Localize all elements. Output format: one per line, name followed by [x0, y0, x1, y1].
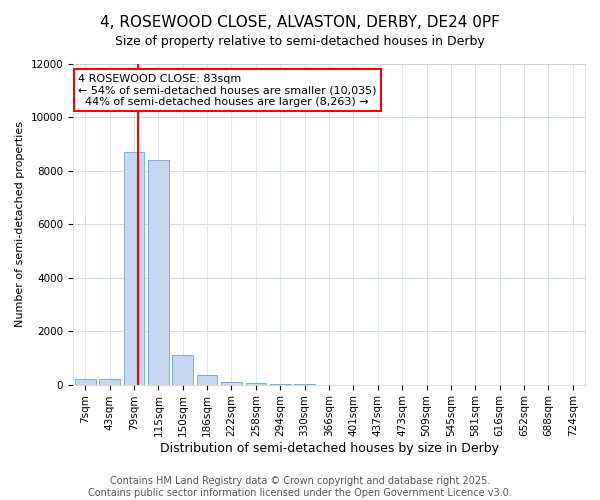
Text: 4, ROSEWOOD CLOSE, ALVASTON, DERBY, DE24 0PF: 4, ROSEWOOD CLOSE, ALVASTON, DERBY, DE24… [100, 15, 500, 30]
Bar [148, 160, 169, 384]
Bar [172, 355, 193, 384]
Bar [221, 382, 242, 384]
Bar [124, 152, 145, 384]
Bar [197, 375, 217, 384]
Text: Size of property relative to semi-detached houses in Derby: Size of property relative to semi-detach… [115, 35, 485, 48]
X-axis label: Distribution of semi-detached houses by size in Derby: Distribution of semi-detached houses by … [160, 442, 499, 455]
Y-axis label: Number of semi-detached properties: Number of semi-detached properties [15, 122, 25, 328]
Text: Contains HM Land Registry data © Crown copyright and database right 2025.
Contai: Contains HM Land Registry data © Crown c… [88, 476, 512, 498]
Text: 4 ROSEWOOD CLOSE: 83sqm
← 54% of semi-detached houses are smaller (10,035)
  44%: 4 ROSEWOOD CLOSE: 83sqm ← 54% of semi-de… [78, 74, 377, 107]
Bar [75, 380, 95, 384]
Bar [99, 380, 120, 384]
